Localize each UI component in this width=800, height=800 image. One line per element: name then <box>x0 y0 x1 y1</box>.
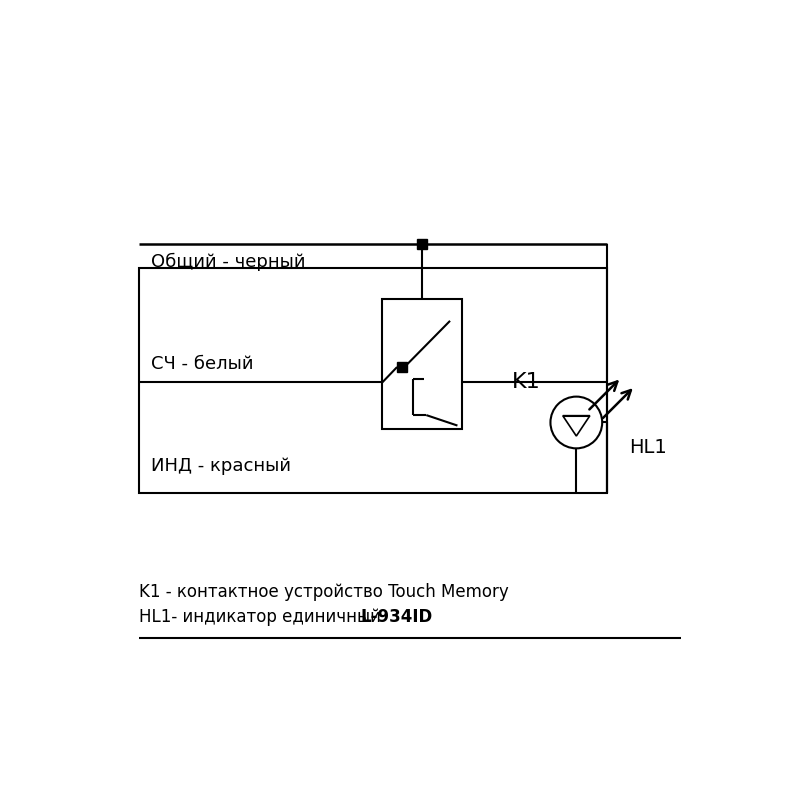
Bar <box>139 269 607 494</box>
Bar <box>397 362 407 372</box>
Text: Общий - черный: Общий - черный <box>151 253 306 271</box>
Text: K1: K1 <box>512 373 540 393</box>
Bar <box>418 239 427 249</box>
Text: ИНД - красный: ИНД - красный <box>151 457 291 474</box>
Text: L-934ID: L-934ID <box>361 607 433 626</box>
Text: HL1- индикатор единичный: HL1- индикатор единичный <box>139 607 386 626</box>
Text: СЧ - белый: СЧ - белый <box>151 355 254 373</box>
Text: HL1: HL1 <box>629 438 666 457</box>
Bar <box>382 299 462 429</box>
Text: K1 - контактное устройство Touch Memory: K1 - контактное устройство Touch Memory <box>139 583 509 601</box>
